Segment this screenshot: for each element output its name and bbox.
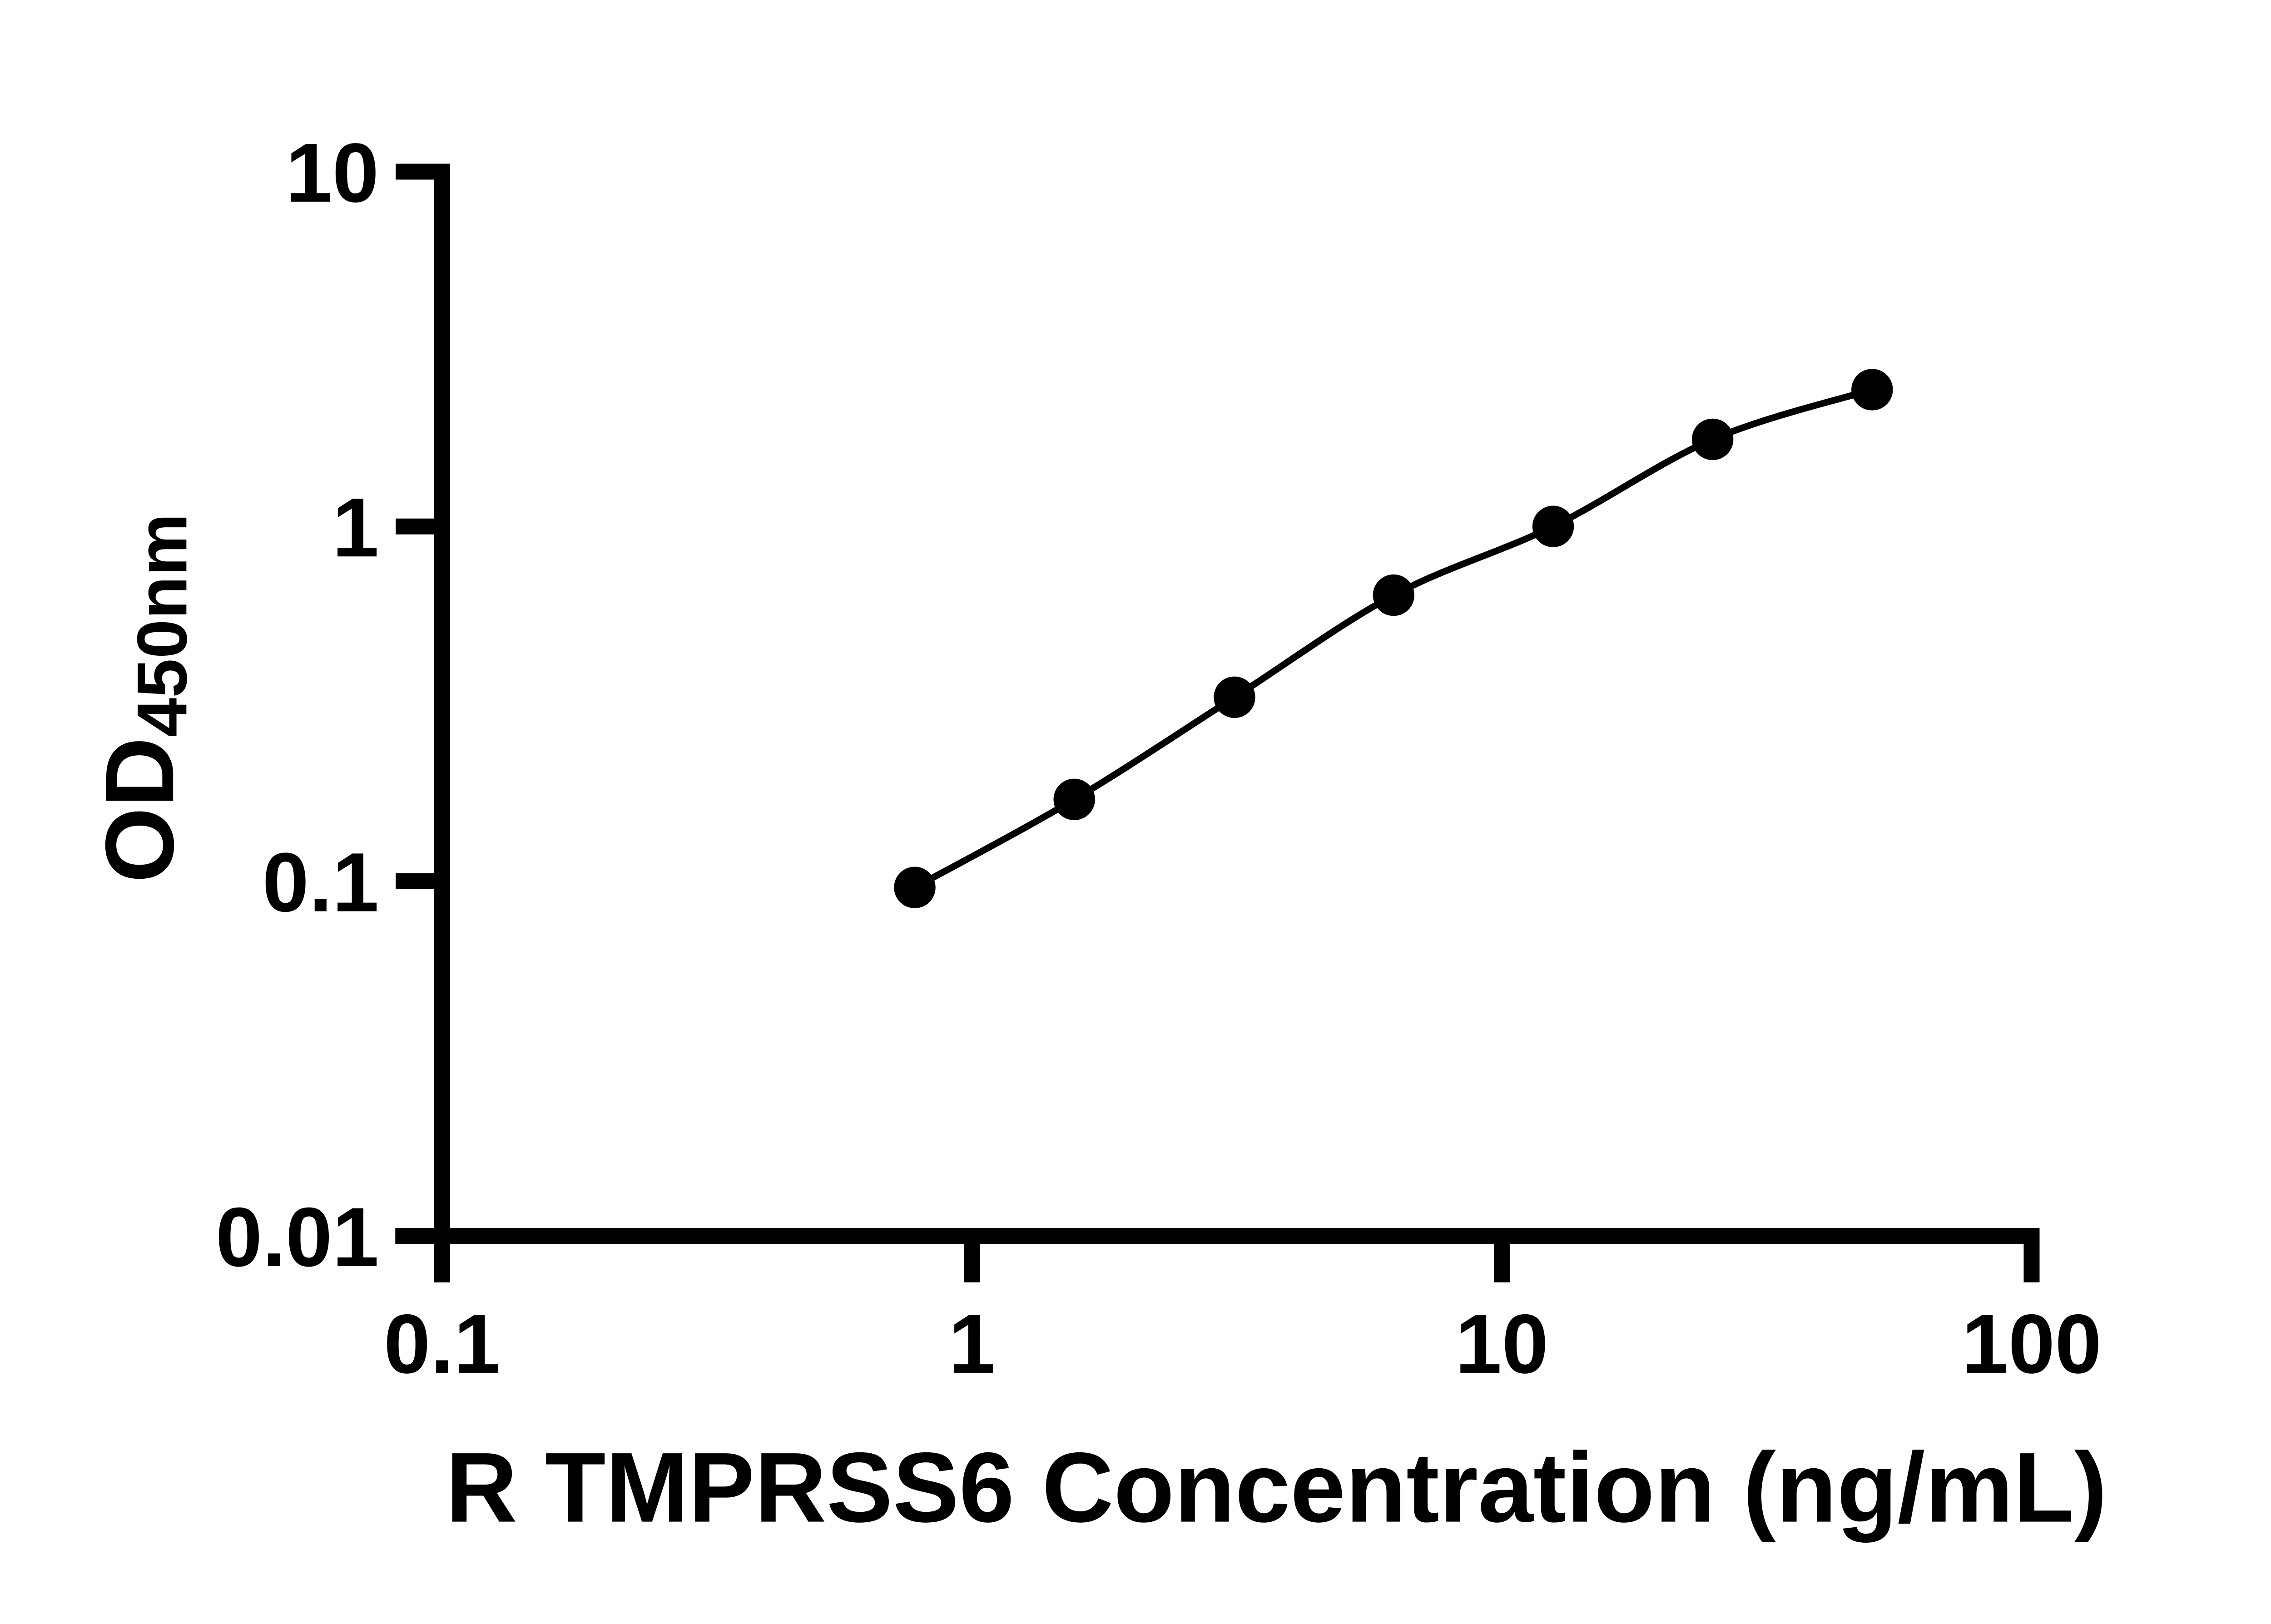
x-axis-tick-label: 1 xyxy=(949,1297,996,1391)
y-axis-title-subscript: 450nm xyxy=(122,513,201,737)
data-point-marker xyxy=(894,866,936,908)
x-axis-tick-label: 0.1 xyxy=(384,1297,501,1391)
y-axis-tick-label: 0.01 xyxy=(216,1191,379,1284)
x-axis-title: R TMPRSS6 Concentration (ng/mL) xyxy=(446,1432,2107,1543)
data-point-marker xyxy=(1691,418,1734,460)
data-series-layer xyxy=(894,369,1893,908)
data-point-marker xyxy=(1373,574,1415,616)
y-axis-title: OD450nm xyxy=(85,513,201,883)
y-axis-tick-label: 0.1 xyxy=(262,836,379,929)
fit-curve xyxy=(913,386,1873,891)
x-axis-tick-label: 100 xyxy=(1962,1297,2102,1391)
data-point-marker xyxy=(1851,369,1893,411)
data-point-marker xyxy=(1053,778,1095,821)
y-axis-tick-label: 1 xyxy=(332,481,379,574)
data-point-marker xyxy=(1532,505,1574,547)
x-axis-tick-label: 10 xyxy=(1455,1297,1549,1391)
y-axis-tick-label: 10 xyxy=(286,126,379,220)
y-axis-title-main: OD xyxy=(85,737,194,883)
data-point-marker xyxy=(1214,676,1255,718)
